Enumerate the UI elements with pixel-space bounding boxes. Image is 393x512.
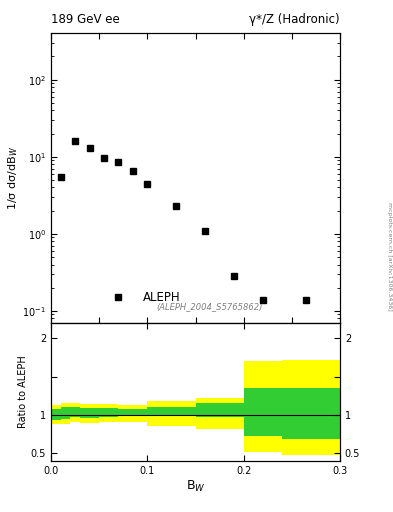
Text: 189 GeV ee: 189 GeV ee [51,13,120,26]
Y-axis label: Ratio to ALEPH: Ratio to ALEPH [18,355,28,428]
Text: γ*/Z (Hadronic): γ*/Z (Hadronic) [249,13,340,26]
Text: (ALEPH_2004_S5765862): (ALEPH_2004_S5765862) [157,302,263,311]
Text: mcplots.cern.ch [arXiv:1306.3436]: mcplots.cern.ch [arXiv:1306.3436] [387,202,392,310]
Y-axis label: 1/σ dσ/dB$_W$: 1/σ dσ/dB$_W$ [6,146,20,210]
X-axis label: B$_W$: B$_W$ [186,478,205,494]
Text: ALEPH: ALEPH [143,291,180,304]
